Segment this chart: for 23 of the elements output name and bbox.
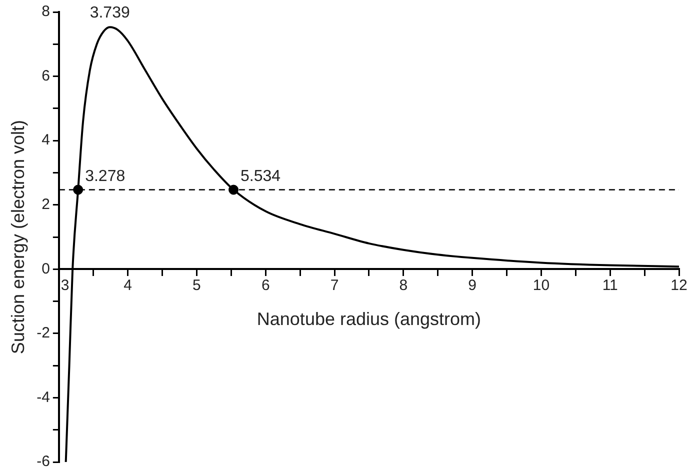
y-tick-label: -2 [36, 324, 50, 342]
y-tick-label: 2 [42, 196, 50, 213]
y-tick-label: 0 [42, 260, 50, 278]
y-tick-label: -6 [36, 453, 50, 470]
y-tick-label: -4 [36, 388, 50, 406]
annotation: 5.534 [240, 168, 281, 186]
x-axis-title: Nanotube radius (angstrom) [256, 308, 482, 329]
annotation: 3.278 [85, 168, 126, 186]
annotation: 3.739 [90, 4, 130, 22]
y-tick-label: 4 [42, 132, 50, 149]
x-tick-label: 11 [602, 276, 618, 294]
y-tick-label: 8 [42, 3, 50, 20]
x-tick-label: 9 [468, 276, 476, 294]
x-tick-label: 12 [670, 276, 687, 294]
x-tick-label: 3 [60, 276, 70, 294]
x-tick-label: 10 [532, 276, 550, 294]
x-tick-label: 4 [124, 276, 132, 294]
y-axis-title: Suction energy (electron volt) [8, 120, 28, 354]
x-tick-label: 7 [330, 276, 339, 294]
x-tick-label: 6 [261, 276, 270, 294]
x-tick-label: 5 [192, 276, 201, 294]
y-tick-label: 6 [42, 67, 50, 84]
x-tick-label: 8 [399, 276, 408, 294]
